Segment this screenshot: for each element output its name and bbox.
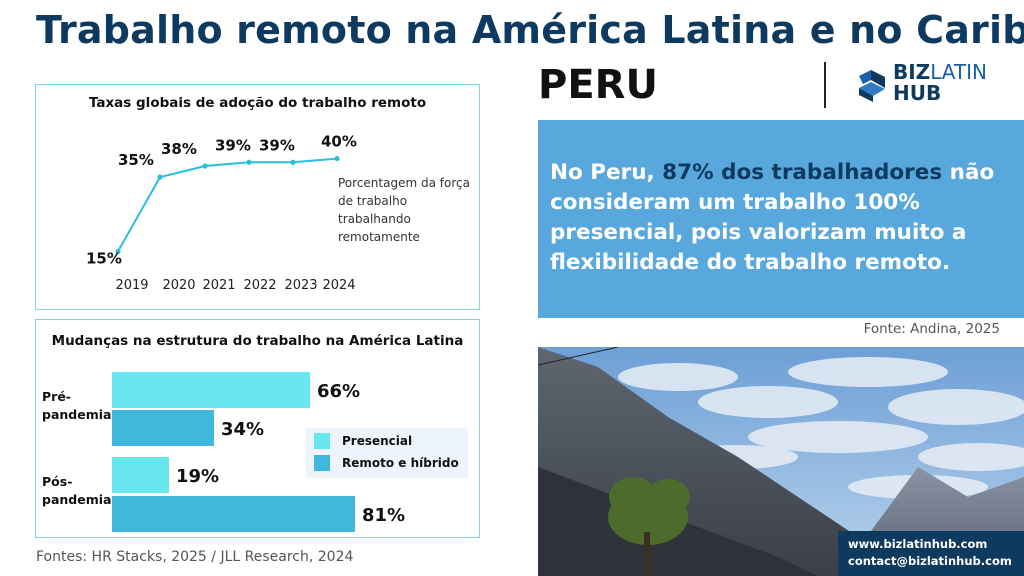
data-label: 38% bbox=[161, 140, 197, 158]
category-label: pandemia bbox=[42, 407, 111, 422]
bar-chart: 66% 19% 34% 81% Pré-pandemia Pós-pandemia Pres… bbox=[42, 372, 468, 532]
bar-1-1 bbox=[112, 496, 355, 532]
line-chart-annotation: Porcentagem da força de trabalho trabalh… bbox=[338, 174, 476, 246]
annotation-text: Porcentagem da força de trabalho trabalh… bbox=[338, 176, 470, 244]
legend-label: Remoto e híbrido bbox=[342, 456, 459, 470]
line-point bbox=[246, 159, 252, 165]
logo-hub: HUB bbox=[893, 81, 942, 105]
logo-text: BIZLATIN HUB bbox=[893, 62, 987, 104]
bar-value-label: 81% bbox=[362, 505, 405, 526]
line-point bbox=[334, 155, 340, 162]
line-point bbox=[157, 174, 163, 180]
data-label: 15% bbox=[86, 249, 122, 267]
category-label: Pós- bbox=[42, 474, 72, 489]
data-label: 39% bbox=[259, 136, 295, 154]
category-label: Pré- bbox=[42, 389, 71, 404]
quote-box: No Peru, 87% dos trabalhadores não consi… bbox=[538, 120, 1024, 318]
quote-part2: não consideram um trabalho 100% presenci… bbox=[550, 160, 995, 275]
bar-chart-title: Mudanças na estrutura do trabalho na Amé… bbox=[51, 333, 464, 349]
legend-label: Presencial bbox=[342, 434, 412, 448]
mountain-landscape-image bbox=[538, 347, 1024, 576]
website-link[interactable]: www.bizlatinhub.com bbox=[848, 537, 988, 551]
data-label: 39% bbox=[215, 136, 251, 154]
mountain-photo bbox=[538, 347, 1024, 576]
logo-biz: BIZ bbox=[893, 60, 931, 84]
x-tick-label: 2022 bbox=[243, 278, 276, 293]
legend-box bbox=[306, 428, 468, 478]
bar-value-label: 66% bbox=[317, 381, 360, 402]
line-point bbox=[115, 248, 121, 255]
page-title: Trabalho remoto na América Latina e no C… bbox=[36, 8, 1024, 52]
x-tick-label: 2020 bbox=[162, 278, 195, 293]
bar-0-1 bbox=[112, 457, 169, 493]
quote-source: Fonte: Andina, 2025 bbox=[863, 321, 1000, 337]
line-point bbox=[202, 163, 208, 169]
line-chart: 15% 35% 38% 39% 39% 40% 2019 2020 2021 2022 2023 20… bbox=[86, 133, 357, 293]
contact-box: www.bizlatinhub.com contact@bizlatinhub.… bbox=[838, 531, 1024, 576]
bizlatinhub-logo: BIZLATIN HUB bbox=[855, 62, 995, 110]
x-tick-label: 2021 bbox=[202, 278, 235, 293]
data-label: 40% bbox=[321, 133, 357, 151]
x-tick-label: 2019 bbox=[115, 278, 148, 293]
quote-highlight: 87% dos trabalhadores bbox=[662, 160, 943, 185]
bar-0-0 bbox=[112, 372, 310, 408]
chart-sources: Fontes: HR Stacks, 2025 / JLL Research, … bbox=[36, 549, 354, 565]
logo-latin: LATIN bbox=[930, 60, 987, 84]
country-title: PERU bbox=[538, 62, 658, 108]
bar-chart-panel: Mudanças na estrutura do trabalho na Amé… bbox=[35, 319, 480, 538]
header-divider bbox=[824, 62, 826, 108]
x-tick-label: 2024 bbox=[322, 278, 355, 293]
email-link[interactable]: contact@bizlatinhub.com bbox=[848, 554, 1012, 568]
logo-icon bbox=[859, 70, 885, 102]
legend-swatch bbox=[314, 433, 330, 449]
bar-value-label: 34% bbox=[221, 419, 264, 440]
bar-1-0 bbox=[112, 410, 214, 446]
quote-part1: No Peru, bbox=[550, 160, 663, 185]
data-label: 35% bbox=[118, 151, 154, 169]
line-series bbox=[117, 157, 338, 252]
category-label: pandemia bbox=[42, 492, 111, 507]
x-tick-label: 2023 bbox=[284, 278, 317, 293]
quote-text: No Peru, 87% dos trabalhadores não consi… bbox=[550, 158, 1010, 278]
line-point bbox=[290, 159, 296, 165]
legend-swatch bbox=[314, 455, 330, 471]
line-chart-panel: Taxas globais de adoção do trabalho remo… bbox=[35, 84, 480, 310]
bar-value-label: 19% bbox=[176, 466, 219, 487]
line-chart-title: Taxas globais de adoção do trabalho remo… bbox=[88, 95, 427, 111]
